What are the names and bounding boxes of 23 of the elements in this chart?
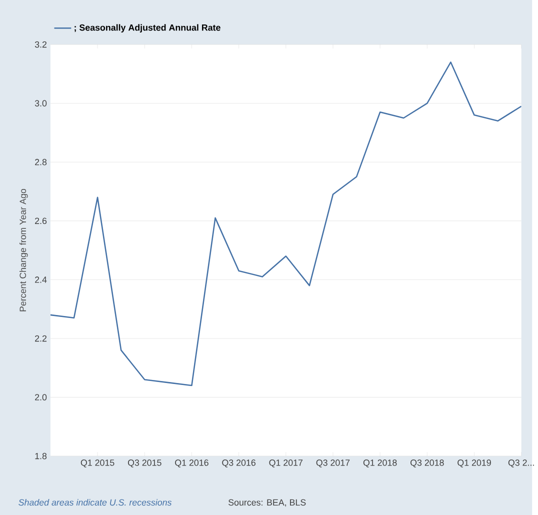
- y-tick-label: 3.2: [34, 41, 47, 48]
- y-tick-label: 1.8: [35, 452, 47, 460]
- y-tick-label: 2.6: [35, 218, 47, 224]
- y-tick-label: 2.8: [35, 158, 47, 166]
- y-tick-label: 2.2: [35, 335, 47, 342]
- x-tick-label: Q3 2015: [128, 459, 162, 468]
- y-tick-label: 2.4: [35, 276, 47, 283]
- x-tick-label: Q3 2018: [410, 459, 444, 468]
- line-series: [50, 61, 522, 386]
- x-tick-label: Q1 2019: [458, 459, 491, 468]
- x-tick-label: Q1 2017: [269, 459, 303, 468]
- y-tick-label: 2.0: [35, 394, 47, 400]
- legend-label: ; Seasonally Adjusted Annual Rate: [74, 24, 220, 32]
- x-tick-label: Q1 2018: [363, 459, 397, 468]
- source-note: Sources: BEA, BLS: [228, 499, 306, 506]
- y-axis-title: Percent Change from Year Ago: [19, 188, 28, 312]
- y-tick-label: 3.0: [34, 100, 47, 106]
- text: Shaded areas indicate U.S. recessions: [18, 498, 172, 506]
- x-tick-label: Q3 2...: [508, 459, 534, 468]
- x-tick-label: Q1 2016: [175, 459, 208, 468]
- x-tick-label: Q1 2015: [80, 459, 114, 468]
- x-tick-label: Q3 2017: [316, 459, 350, 468]
- x-tick-label: Q3 2016: [222, 459, 256, 468]
